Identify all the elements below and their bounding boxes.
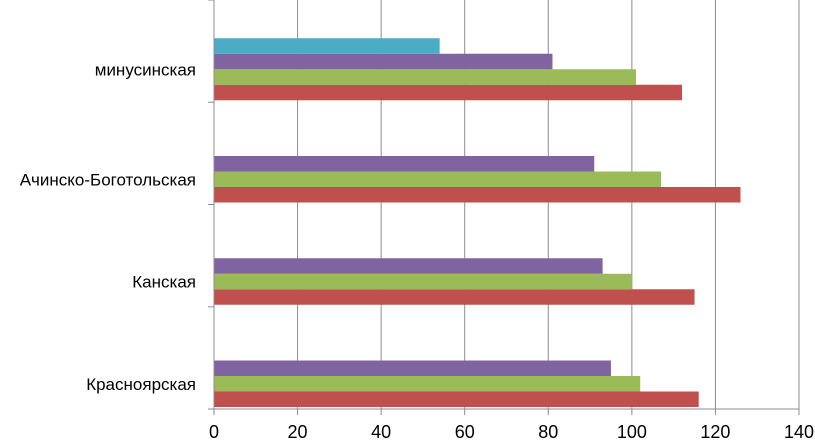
category-label-3: минусинская (95, 60, 196, 79)
bar-0-series-1 (214, 376, 641, 392)
x-tick-label-20: 20 (288, 422, 308, 442)
bar-1-series-1 (214, 273, 632, 290)
x-axis-ticks: 0 20 40 60 80 100 120 140 (209, 409, 814, 442)
axes (208, 0, 799, 410)
bar-3-series-3 (214, 38, 440, 54)
bar-2-series-0 (214, 187, 741, 203)
x-tick-label-80: 80 (538, 422, 558, 442)
x-tick-label-120: 120 (700, 422, 730, 442)
category-label-1: Канская (132, 273, 196, 292)
bar-3-series-0 (214, 84, 682, 101)
bar-3-series-2 (214, 53, 553, 70)
bars (214, 38, 741, 407)
bar-3-series-1 (214, 69, 637, 85)
x-tick-label-100: 100 (617, 422, 647, 442)
bar-0-series-0 (214, 391, 699, 407)
x-tick-label-60: 60 (455, 422, 475, 442)
bar-1-series-2 (214, 258, 603, 274)
bar-2-series-1 (214, 171, 662, 187)
bar-2-series-2 (214, 156, 595, 172)
category-label-2: Ачинско-Боготольская (20, 170, 196, 189)
bar-0-series-2 (214, 360, 611, 376)
x-tick-label-40: 40 (371, 422, 391, 442)
category-labels: Красноярская Канская Ачинско-Боготольская м… (20, 60, 196, 394)
bar-1-series-0 (214, 289, 695, 305)
x-tick-label-140: 140 (784, 422, 814, 442)
category-label-0: Красноярская (86, 375, 196, 394)
x-tick-label-0: 0 (209, 422, 219, 442)
